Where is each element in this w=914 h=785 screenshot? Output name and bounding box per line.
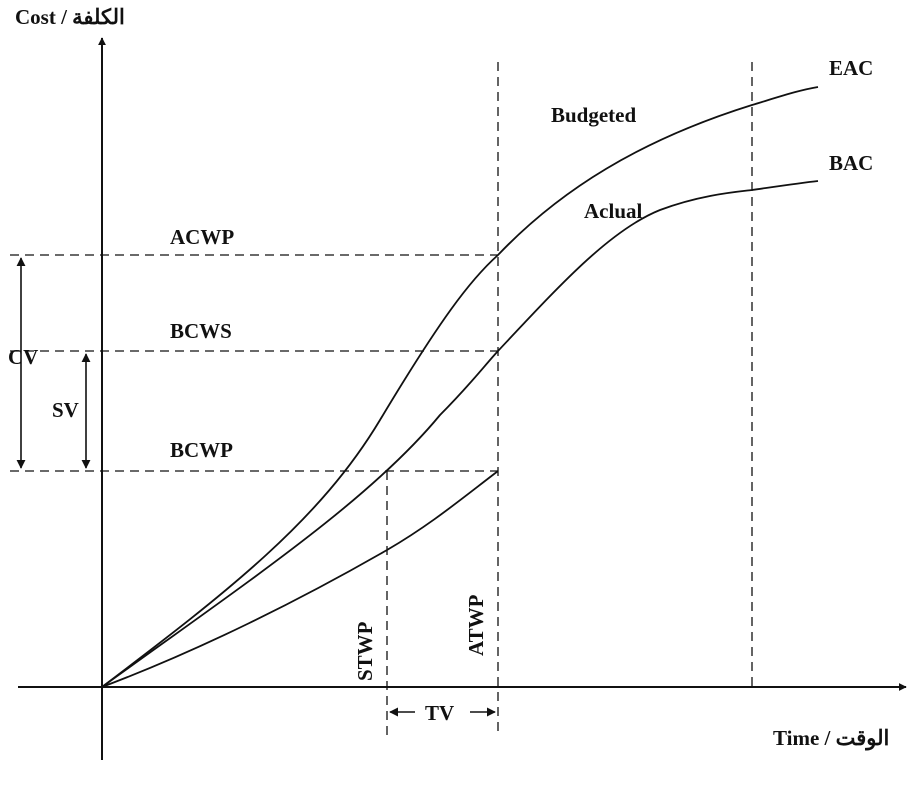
bcws-label: BCWS	[170, 319, 232, 343]
eac-label: EAC	[829, 56, 873, 80]
atwp-label: ATWP	[464, 594, 488, 656]
budgeted-label: Budgeted	[551, 103, 637, 127]
sv-label: SV	[52, 398, 79, 422]
bcwp-label: BCWP	[170, 438, 233, 462]
tv-label: TV	[425, 701, 454, 725]
budgeted-curve	[101, 86, 819, 688]
actual-label: Aclual	[584, 199, 643, 223]
bac-label: BAC	[829, 151, 873, 175]
cv-label: CV	[8, 345, 38, 369]
stwp-label: STWP	[353, 621, 377, 681]
x-axis-label: Time / الوقت	[773, 726, 889, 751]
acwp-label: ACWP	[170, 225, 234, 249]
actual-curve	[101, 180, 819, 688]
y-axis-label: Cost / الكلفة	[15, 5, 125, 29]
earned-value-curve	[101, 470, 499, 688]
